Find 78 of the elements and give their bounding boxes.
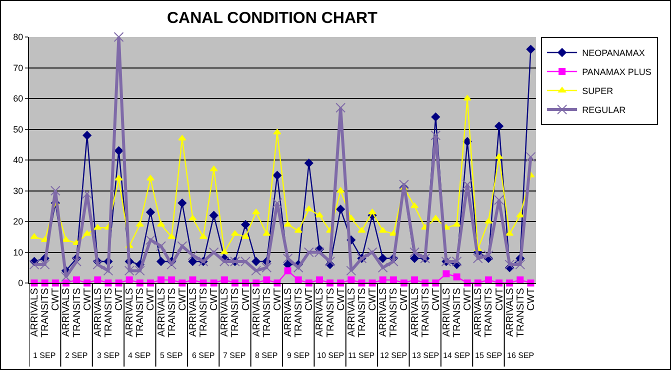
x-tick-label: ARRIVALS (473, 288, 484, 337)
chart-title: CANAL CONDITION CHART (167, 10, 378, 27)
x-tick-label: ARRIVALS (441, 288, 452, 337)
x-tick-label: ARRIVALS (410, 288, 421, 337)
text: 8 SEP (255, 351, 278, 360)
x-tick-label: ARRIVALS (92, 288, 104, 337)
x-tick-label: TRANSITS (325, 288, 336, 338)
text: 1 SEP (33, 351, 56, 360)
x-tick-label: ARRIVALS (220, 288, 231, 337)
x-tick-label: ARRIVALS (504, 288, 516, 337)
legend-label: PANAMAX PLUS (582, 67, 652, 78)
y-tick-label: 10 (13, 247, 24, 258)
text: 2 SEP (65, 351, 88, 360)
text: 5 SEP (160, 351, 183, 360)
x-tick-label: ARRIVALS (251, 288, 262, 337)
x-tick-label: CWT (209, 288, 220, 311)
x-tick-label: CWT (114, 288, 126, 311)
x-tick-label: ARRIVALS (314, 288, 326, 337)
x-tick-label: ARRIVALS (346, 288, 358, 337)
text: 14 SEP (443, 351, 470, 360)
x-tick-label: CWT (368, 288, 379, 311)
text: 15 SEP (475, 351, 502, 360)
x-tick-label: CWT (494, 288, 506, 311)
legend-label: SUPER (582, 86, 614, 96)
y-tick-label: 20 (13, 216, 24, 227)
x-tick-label: TRANSITS (230, 288, 242, 338)
x-tick-label: ARRIVALS (378, 288, 390, 337)
x-tick-label: ARRIVALS (156, 288, 168, 337)
x-tick-label: ARRIVALS (283, 288, 294, 337)
x-tick-label: CWT (430, 288, 442, 311)
x-tick-label: CWT (50, 288, 62, 311)
legend-label: REGULAR (582, 105, 626, 116)
text: 11 SEP (348, 351, 375, 360)
x-tick-label: TRANSITS (72, 288, 83, 338)
x-tick-label: TRANSITS (388, 288, 400, 338)
text: 4 SEP (128, 351, 151, 360)
x-tick-label: CWT (146, 288, 157, 311)
y-tick-label: 60 (13, 94, 24, 104)
x-tick-label: CWT (177, 288, 188, 311)
x-tick-label: TRANSITS (40, 288, 52, 338)
x-tick-label: TRANSITS (452, 288, 464, 338)
y-tick-label: 80 (13, 32, 24, 42)
x-tick-label: CWT (336, 288, 347, 311)
text: 7 SEP (223, 351, 246, 360)
x-tick-label: CWT (399, 288, 410, 311)
x-tick-label: TRANSITS (515, 288, 526, 338)
legend-label: NEOPANAMAX (582, 48, 645, 58)
y-tick-label: 50 (13, 124, 24, 134)
x-tick-label: ARRIVALS (124, 288, 136, 337)
x-tick-label: ARRIVALS (188, 288, 199, 337)
x-tick-label: CWT (304, 288, 316, 311)
text: 3 SEP (97, 351, 120, 360)
x-tick-label: CWT (82, 288, 94, 311)
text: 9 SEP (287, 351, 310, 360)
x-tick-label: TRANSITS (420, 288, 432, 338)
x-tick-label: TRANSITS (484, 288, 495, 338)
x-tick-label: TRANSITS (166, 288, 178, 338)
text: 16 SEP (507, 351, 534, 360)
x-tick-label: TRANSITS (262, 288, 273, 338)
x-tick-label: ARRIVALS (61, 288, 72, 337)
text: 10 SEP (317, 351, 344, 360)
x-tick-label: TRANSITS (356, 288, 368, 338)
text: 12 SEP (380, 351, 408, 360)
text: 6 SEP (192, 351, 215, 360)
y-tick-label: 70 (13, 62, 24, 73)
y-tick-label: 40 (13, 155, 24, 166)
x-tick-label: ARRIVALS (30, 288, 41, 337)
x-tick-label: CWT (272, 288, 284, 311)
text: 13 SEP (412, 351, 440, 360)
y-tick-label: 0 (18, 278, 24, 288)
y-tick-label: 30 (13, 186, 24, 196)
x-tick-label: TRANSITS (103, 288, 114, 338)
x-tick-label: CWT (240, 288, 252, 311)
x-tick-label: TRANSITS (135, 288, 146, 338)
x-tick-label: TRANSITS (294, 288, 305, 338)
x-tick-label: CWT (462, 288, 474, 311)
x-tick-label: CWT (526, 288, 537, 311)
x-tick-label: TRANSITS (198, 288, 210, 338)
